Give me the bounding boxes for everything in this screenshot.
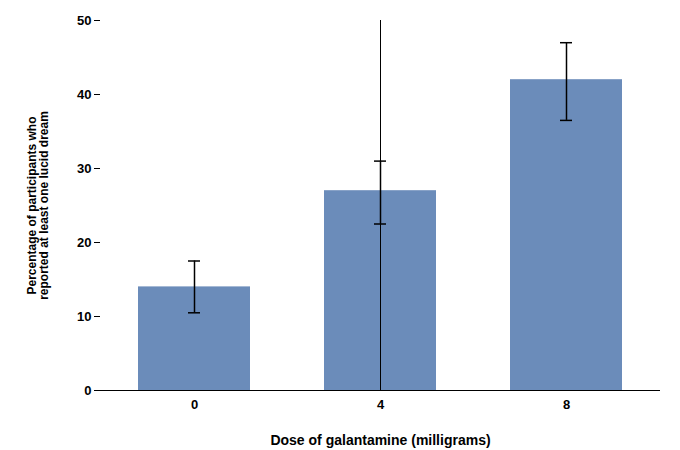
svg-text:8: 8 — [563, 397, 570, 412]
svg-text:Dose of galantamine (milligram: Dose of galantamine (milligrams) — [270, 432, 490, 448]
svg-text:40: 40 — [77, 87, 91, 102]
svg-text:50: 50 — [77, 13, 91, 28]
svg-text:0: 0 — [84, 383, 91, 398]
svg-text:Percentage of participants who: Percentage of participants whoreported a… — [25, 111, 51, 300]
svg-text:30: 30 — [77, 161, 91, 176]
svg-text:0: 0 — [191, 397, 198, 412]
svg-text:10: 10 — [77, 309, 91, 324]
svg-text:20: 20 — [77, 235, 91, 250]
svg-text:4: 4 — [377, 397, 385, 412]
